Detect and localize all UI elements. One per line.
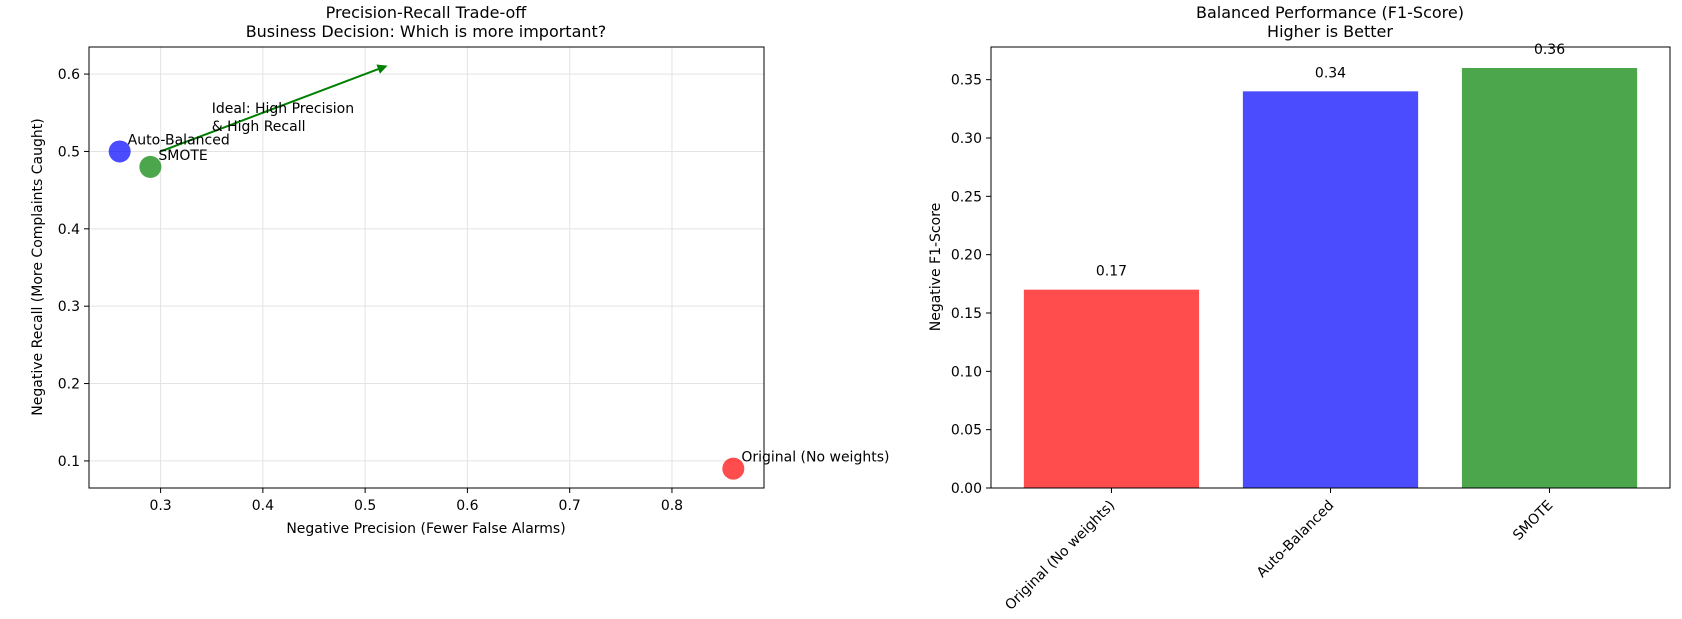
ideal-arrow (160, 64, 388, 153)
y-tick-label: 0.00 (951, 481, 982, 497)
scatter-point (722, 457, 745, 480)
scatter-ticks: 0.3 0.4 0.5 0.6 0.7 0.8 0.1 0.2 0.3 0.4 0.5 0.6 (58, 67, 683, 514)
y-tick-label: 0.35 (951, 73, 982, 89)
bar (1461, 68, 1638, 488)
scatter-point (108, 140, 131, 163)
bar-subtitle: Higher is Better (1267, 22, 1393, 41)
scatter-subtitle: Business Decision: Which is more importa… (246, 22, 607, 41)
y-tick-label: 0.10 (951, 364, 982, 380)
y-tick-label: 0.3 (58, 299, 80, 315)
bar-value-label: 0.36 (1534, 42, 1565, 58)
x-tick-label: 0.4 (252, 498, 274, 514)
y-tick-label: 0.2 (58, 377, 80, 393)
y-tick-label: 0.05 (951, 423, 982, 439)
bar-ylabel: Negative F1-Score (928, 203, 944, 332)
scatter-plot-frame (88, 46, 765, 489)
point-label: Auto-Balanced (128, 132, 230, 148)
y-tick-label: 0.20 (951, 248, 982, 264)
bar-value-label: 0.34 (1315, 65, 1346, 81)
y-tick-label: 0.5 (58, 144, 80, 160)
x-tick-label: 0.7 (559, 498, 581, 514)
point-label: Original (No weights) (741, 450, 889, 466)
bar (1023, 289, 1200, 488)
y-tick-label: 0.25 (951, 189, 982, 205)
x-tick-label: SMOTE (1510, 498, 1556, 544)
x-tick-label: 0.3 (149, 498, 171, 514)
x-tick-label: 0.6 (456, 498, 478, 514)
point-label: SMOTE (158, 148, 207, 164)
y-tick-label: 0.1 (58, 454, 80, 470)
y-tick-label: 0.4 (58, 222, 80, 238)
scatter-chart: Precision-Recall Trade-off Business Deci… (30, 3, 889, 537)
scatter-grid (89, 47, 764, 488)
x-tick-label: Auto-Balanced (1254, 498, 1337, 581)
scatter-annotation: Ideal: High Precision & High Recall (160, 64, 388, 153)
y-tick-label: 0.30 (951, 131, 982, 147)
bar-value-label: 0.17 (1096, 264, 1127, 280)
scatter-point (139, 155, 162, 178)
ideal-annotation-line1: Ideal: High Precision (212, 101, 354, 117)
scatter-ylabel: Negative Recall (More Complaints Caught) (30, 118, 46, 415)
scatter-xlabel: Negative Precision (Fewer False Alarms) (286, 521, 565, 537)
bar-chart: Balanced Performance (F1-Score) Higher i… (928, 3, 1671, 614)
y-tick-label: 0.15 (951, 306, 982, 322)
scatter-title: Precision-Recall Trade-off (326, 3, 528, 22)
bar-plot-frame (990, 46, 1671, 489)
x-tick-label: 0.8 (661, 498, 683, 514)
y-tick-label: 0.6 (58, 67, 80, 83)
ideal-annotation-line2: & High Recall (212, 119, 306, 135)
bar-title: Balanced Performance (F1-Score) (1196, 3, 1464, 22)
x-tick-label: Original (No weights) (1002, 498, 1118, 614)
x-tick-label: 0.5 (354, 498, 376, 514)
bar (1242, 91, 1419, 488)
bar-bars: 0.17 0.34 0.36 (1023, 42, 1638, 488)
